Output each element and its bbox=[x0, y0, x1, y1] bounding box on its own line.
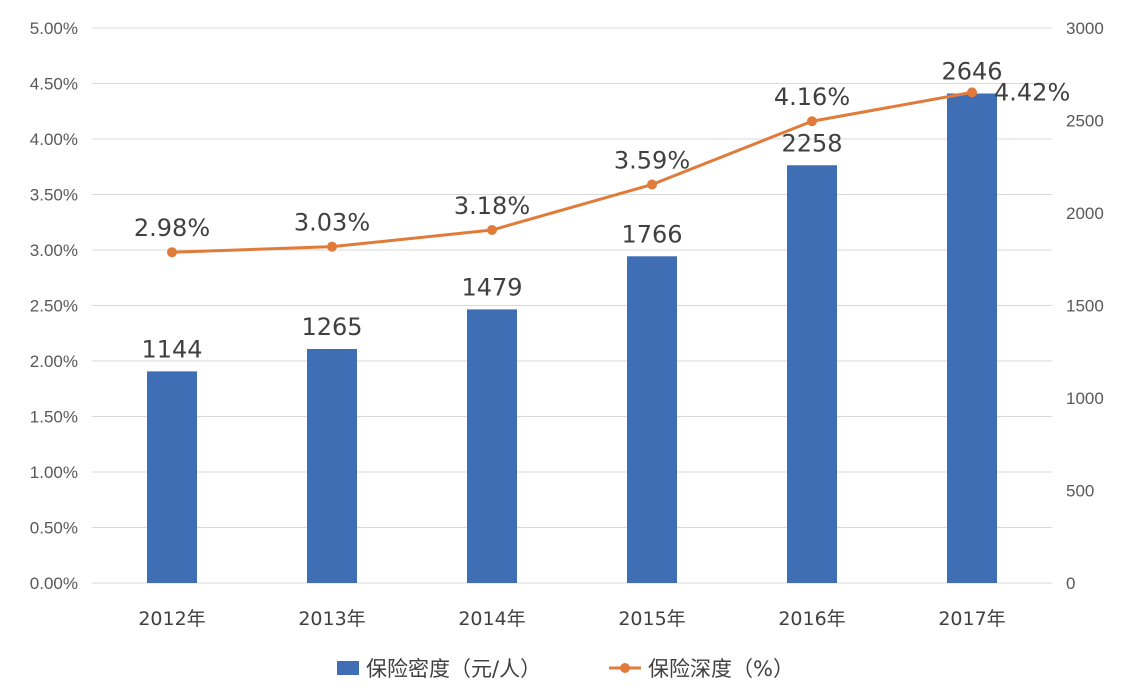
legend-label-line: 保险深度（%） bbox=[648, 657, 794, 681]
legend-swatch-marker bbox=[620, 663, 630, 673]
bar bbox=[947, 93, 997, 584]
bar bbox=[147, 371, 197, 583]
data-labels: 1144 1265 1479 1766 2258 2646 2.98% 3.03% 3.18% 3… bbox=[134, 57, 1070, 363]
right-tick-label: 500 bbox=[1066, 482, 1094, 501]
line-point bbox=[327, 241, 337, 252]
bar bbox=[307, 348, 357, 583]
line-data-label: 3.59% bbox=[614, 147, 690, 175]
legend-label-bar: 保险密度（元/人） bbox=[366, 657, 541, 681]
left-tick-label: 5.00% bbox=[30, 19, 78, 38]
x-axis-categories: 2012年 2013年 2014年 2015年 2016年 2017年 bbox=[138, 608, 1005, 630]
legend: 保险密度（元/人） 保险深度（%） bbox=[337, 657, 794, 681]
line-point bbox=[167, 247, 177, 258]
left-tick-label: 0.00% bbox=[30, 574, 78, 593]
line-point bbox=[807, 116, 817, 127]
right-tick-label: 1000 bbox=[1066, 389, 1104, 408]
category-label: 2012年 bbox=[138, 608, 205, 630]
bar bbox=[787, 165, 837, 583]
left-tick-label: 4.00% bbox=[30, 130, 78, 149]
bar bbox=[627, 256, 677, 583]
line-point bbox=[647, 179, 657, 190]
left-tick-label: 3.00% bbox=[30, 241, 78, 260]
line-path bbox=[171, 90, 973, 254]
category-label: 2015年 bbox=[618, 608, 685, 630]
left-tick-label: 2.50% bbox=[30, 297, 78, 316]
right-y-axis: 0 500 1000 1500 2000 2500 3000 bbox=[1066, 19, 1104, 593]
line-data-label: 2.98% bbox=[134, 214, 210, 242]
bar-data-label: 2646 bbox=[941, 57, 1002, 85]
bar-data-label: 1766 bbox=[621, 220, 682, 248]
category-label: 2013年 bbox=[298, 608, 365, 630]
gridlines bbox=[92, 27, 1052, 584]
line-series bbox=[167, 87, 977, 258]
left-tick-label: 4.50% bbox=[30, 75, 78, 94]
line-data-label: 3.03% bbox=[294, 209, 370, 237]
bar-series bbox=[147, 93, 997, 584]
bar-data-label: 2258 bbox=[781, 129, 842, 157]
bar-data-label: 1265 bbox=[301, 313, 362, 341]
line-point bbox=[487, 225, 497, 236]
right-tick-label: 2500 bbox=[1066, 112, 1104, 131]
right-tick-label: 1500 bbox=[1066, 297, 1104, 316]
category-label: 2014年 bbox=[458, 608, 525, 630]
left-tick-label: 1.00% bbox=[30, 463, 78, 482]
line-point bbox=[967, 87, 977, 98]
line-data-label: 4.42% bbox=[994, 78, 1070, 106]
bar-data-label: 1144 bbox=[141, 335, 202, 363]
category-label: 2016年 bbox=[778, 608, 845, 630]
right-tick-label: 2000 bbox=[1066, 204, 1104, 223]
line-data-label: 3.18% bbox=[454, 192, 530, 220]
left-tick-label: 2.00% bbox=[30, 352, 78, 371]
legend-swatch-bar bbox=[337, 661, 359, 675]
bar-data-label: 1479 bbox=[461, 273, 522, 301]
right-tick-label: 3000 bbox=[1066, 19, 1104, 38]
left-y-axis: 0.00% 0.50% 1.00% 1.50% 2.00% 2.50% 3.00% 3.50%… bbox=[30, 19, 78, 593]
left-tick-label: 1.50% bbox=[30, 408, 78, 427]
right-tick-label: 0 bbox=[1066, 574, 1075, 593]
left-tick-label: 3.50% bbox=[30, 186, 78, 205]
bar bbox=[467, 309, 517, 583]
left-tick-label: 0.50% bbox=[30, 519, 78, 538]
category-label: 2017年 bbox=[938, 608, 1005, 630]
line-data-label: 4.16% bbox=[774, 83, 850, 111]
